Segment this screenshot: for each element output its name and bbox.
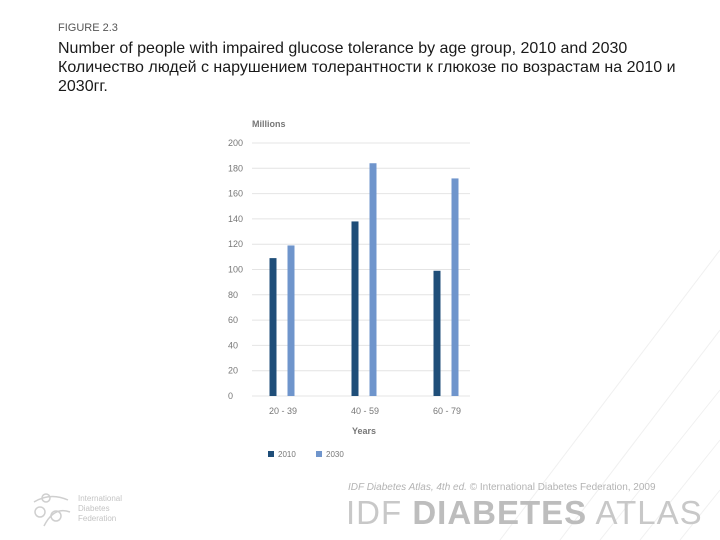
figure-label: FIGURE 2.3	[58, 22, 118, 34]
y-tick-label: 40	[228, 340, 238, 350]
footer-credit: IDF Diabetes Atlas, 4th ed. © Internatio…	[348, 482, 656, 493]
bar-2030-2	[369, 163, 377, 396]
y-tick-label: 160	[228, 189, 243, 199]
y-tick-label: 60	[228, 315, 238, 325]
bar-2030-3	[451, 178, 459, 396]
y-axis-label: Millions	[252, 119, 286, 129]
y-tick-label: 180	[228, 163, 243, 173]
idf-org-name: International Diabetes Federation	[78, 494, 123, 523]
legend-swatch-2030	[316, 451, 322, 457]
title-english: Number of people with impaired glucose t…	[58, 40, 628, 57]
legend-label-2010: 2010	[278, 450, 296, 459]
legend-swatch-2010	[268, 451, 274, 457]
x-tick-label: 40 - 59	[351, 406, 379, 416]
y-tick-label: 100	[228, 265, 243, 275]
bar-2030-1	[287, 245, 295, 396]
bar-2010-1	[269, 258, 277, 396]
y-tick-label: 80	[228, 290, 238, 300]
chart-title: Number of people with impaired glucose t…	[58, 39, 698, 96]
x-tick-label: 60 - 79	[433, 406, 461, 416]
y-tick-label: 140	[228, 214, 243, 224]
y-tick-label: 20	[228, 366, 238, 376]
y-tick-label: 200	[228, 138, 243, 148]
x-tick-label: 20 - 39	[269, 406, 297, 416]
bar-2010-3	[433, 270, 441, 396]
x-axis-label: Years	[352, 426, 376, 436]
diabetes-atlas-wordmark: IDF DIABETES ATLAS	[346, 494, 703, 531]
idf-logo-icon	[33, 493, 71, 527]
legend-label-2030: 2030	[326, 450, 344, 459]
bar-2010-2	[351, 221, 359, 396]
y-tick-label: 120	[228, 239, 243, 249]
y-tick-label: 0	[228, 391, 233, 401]
title-russian: Количество людей с нарушением толерантно…	[58, 59, 676, 95]
